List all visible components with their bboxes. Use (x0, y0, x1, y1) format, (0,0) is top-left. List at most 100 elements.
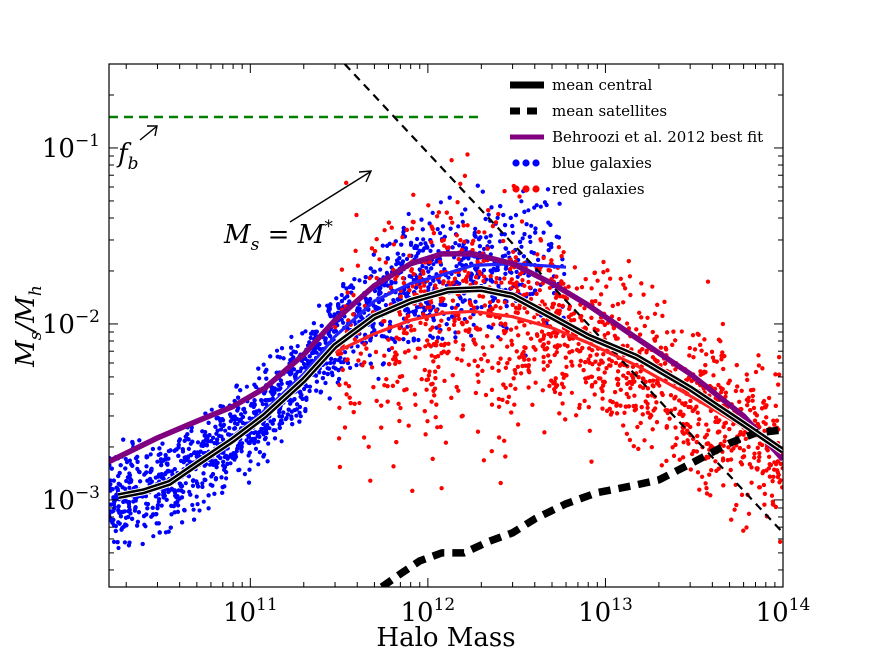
scatter-point (354, 363, 359, 368)
scatter-point (341, 320, 346, 325)
scatter-point (438, 302, 443, 307)
scatter-point (185, 432, 190, 437)
scatter-point (602, 322, 608, 327)
scatter-point (552, 389, 558, 395)
scatter-point (729, 517, 734, 522)
scatter-point (469, 333, 474, 338)
scatter-point (128, 477, 133, 483)
scatter-point (525, 310, 530, 315)
scatter-point (546, 268, 551, 273)
scatter-point (217, 417, 222, 422)
scatter-point (457, 243, 462, 248)
scatter-point (493, 220, 499, 225)
scatter-point (337, 382, 342, 388)
scatter-point (433, 355, 438, 360)
scatter-point (471, 322, 476, 327)
scatter-point (503, 329, 508, 334)
scatter-point (481, 268, 487, 273)
scatter-point (168, 448, 173, 453)
scatter-point (749, 465, 754, 470)
scatter-point (157, 530, 162, 535)
scatter-point (172, 488, 177, 493)
scatter-point (507, 267, 513, 272)
scatter-point (548, 334, 554, 339)
scatter-point (211, 435, 216, 440)
scatter-point (589, 299, 595, 304)
scatter-point (415, 251, 421, 256)
scatter-point (176, 442, 181, 447)
scatter-point (704, 352, 709, 357)
scatter-point (380, 243, 385, 248)
scatter-point (337, 464, 342, 470)
scatter-point (767, 474, 773, 479)
scatter-point (231, 453, 236, 458)
scatter-point (414, 285, 419, 290)
scatter-point (420, 248, 426, 253)
scatter-point (209, 474, 214, 479)
scatter-point (421, 237, 426, 242)
scatter-point (688, 405, 693, 410)
scatter-point (364, 298, 369, 303)
scatter-point (265, 422, 270, 428)
scatter-point (498, 480, 503, 486)
scatter-point (276, 382, 281, 387)
scatter-point (370, 324, 375, 329)
scatter-point (514, 280, 519, 285)
scatter-point (502, 438, 507, 443)
scatter-point (439, 486, 444, 491)
scatter-point (449, 305, 455, 310)
scatter-point (753, 369, 759, 375)
scatter-point (162, 493, 167, 498)
scatter-point (638, 420, 643, 426)
scatter-point (264, 430, 269, 436)
scatter-point (368, 361, 373, 366)
scatter-point (533, 288, 538, 293)
scatter-point (746, 444, 751, 449)
scatter-point (498, 356, 503, 361)
scatter-point (583, 376, 588, 381)
scatter-point (594, 352, 599, 357)
scatter-point (548, 222, 553, 227)
scatter-point (235, 408, 240, 413)
scatter-point (426, 269, 431, 274)
scatter-point (497, 315, 502, 320)
scatter-point (703, 363, 708, 368)
scatter-point (289, 345, 294, 350)
scatter-point (175, 494, 180, 499)
scatter-point (463, 328, 468, 333)
scatter-point (554, 274, 559, 279)
scatter-point (546, 353, 551, 358)
scatter-point (295, 369, 300, 374)
scatter-point (503, 323, 508, 328)
scatter-point (317, 303, 322, 308)
scatter-point (764, 468, 769, 473)
scatter-point (742, 454, 747, 459)
scatter-point (624, 376, 629, 381)
scatter-point (353, 248, 358, 253)
scatter-point (446, 280, 451, 285)
scatter-point (186, 446, 191, 451)
scatter-point (289, 351, 294, 357)
scatter-point (400, 235, 405, 240)
scatter-point (446, 341, 451, 346)
scatter-point (119, 527, 124, 532)
scatter-point (643, 379, 648, 384)
scatter-point (121, 524, 126, 529)
scatter-point (522, 283, 527, 288)
scatter-point (435, 227, 440, 232)
scatter-point (389, 279, 394, 284)
scatter-point (217, 433, 222, 438)
scatter-point (202, 433, 207, 438)
scatter-point (497, 435, 502, 440)
scatter-point (748, 408, 753, 413)
scatter-point (453, 330, 458, 335)
scatter-point (453, 241, 458, 246)
scatter-point (475, 305, 480, 310)
scatter-point (401, 252, 406, 257)
scatter-point (627, 380, 632, 385)
scatter-point (218, 455, 223, 461)
scatter-point (631, 375, 636, 380)
scatter-point (754, 466, 759, 471)
scatter-point (465, 223, 470, 228)
scatter-point (485, 334, 490, 339)
